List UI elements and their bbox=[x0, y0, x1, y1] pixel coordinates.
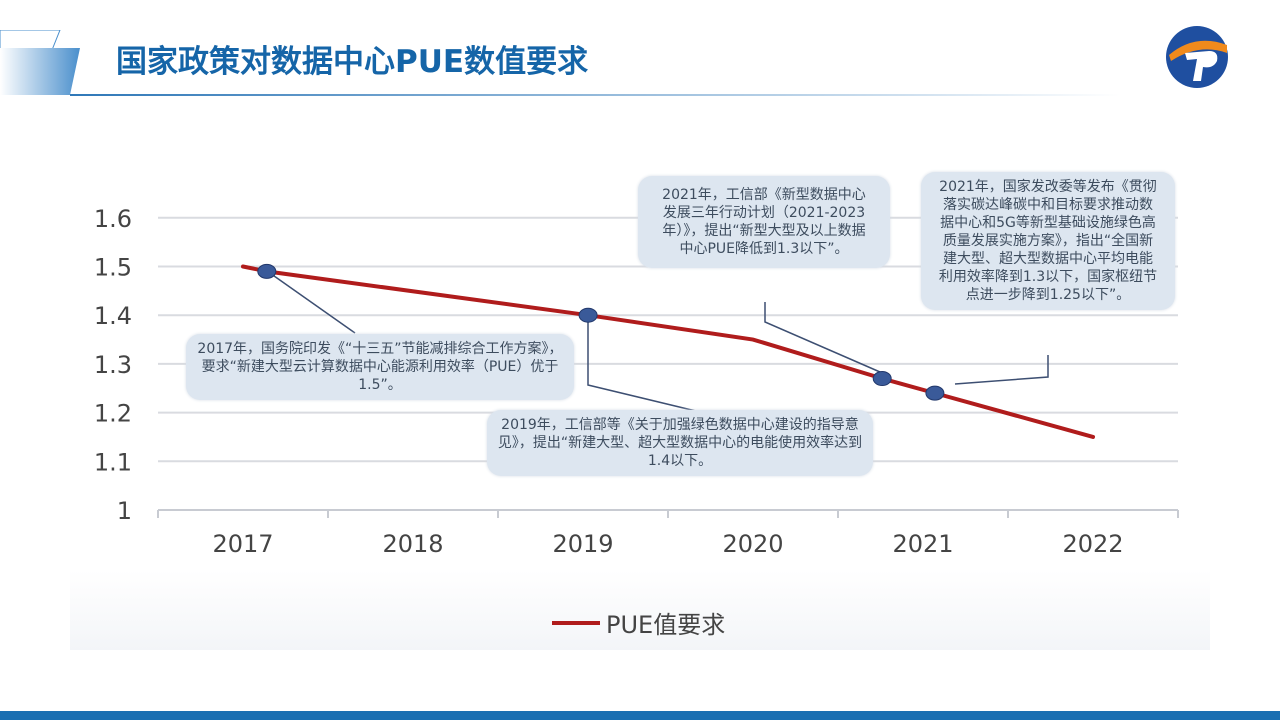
chart-legend: PUE值要求 bbox=[552, 605, 725, 640]
data-point-marker bbox=[925, 385, 945, 401]
y-tick-label: 1.2 bbox=[94, 400, 132, 428]
x-tick-label: 2018 bbox=[382, 530, 443, 558]
y-tick-label: 1.6 bbox=[94, 205, 132, 233]
x-tick-label: 2022 bbox=[1062, 530, 1123, 558]
y-tick-label: 1.3 bbox=[94, 351, 132, 379]
company-logo bbox=[1166, 26, 1228, 88]
annotation-connector bbox=[954, 355, 1049, 385]
footer-bar bbox=[0, 711, 1280, 720]
y-tick-label: 1.1 bbox=[94, 448, 132, 476]
page-title: 国家政策对数据中心PUE数值要求 bbox=[116, 44, 589, 80]
annotation-2021-miit: 2021年，工信部《新型数据中心发展三年行动计划（2021-2023年）》，提出… bbox=[638, 176, 890, 268]
data-point-marker bbox=[578, 307, 598, 323]
y-tick-label: 1.4 bbox=[94, 302, 132, 330]
header-decoration bbox=[0, 30, 80, 95]
annotation-2019: 2019年，工信部等《关于加强绿色数据中心建设的指导意见》，提出“新建大型、超大… bbox=[487, 410, 873, 476]
annotation-connector bbox=[587, 316, 701, 413]
data-point-marker bbox=[257, 263, 277, 279]
y-tick-label: 1.5 bbox=[94, 254, 132, 282]
annotation-2021-ndrc: 2021年，国家发改委等发布《贯彻落实碳达峰碳中和目标要求推动数据中心和5G等新… bbox=[921, 172, 1175, 310]
legend-swatch bbox=[552, 620, 600, 625]
x-tick-label: 2020 bbox=[722, 530, 783, 558]
x-tick-label: 2017 bbox=[212, 530, 273, 558]
x-tick-label: 2019 bbox=[552, 530, 613, 558]
legend-label: PUE值要求 bbox=[606, 611, 726, 639]
data-point-marker bbox=[872, 371, 892, 387]
header-divider bbox=[70, 94, 1120, 96]
annotation-connector bbox=[764, 302, 881, 373]
y-tick-label: 1 bbox=[117, 497, 132, 525]
annotation-connector bbox=[266, 270, 356, 334]
x-tick-label: 2021 bbox=[892, 530, 953, 558]
annotation-2017: 2017年，国务院印发《“十三五”节能减排综合工作方案》，要求“新建大型云计算数… bbox=[186, 334, 574, 400]
legend-area bbox=[70, 570, 1210, 650]
